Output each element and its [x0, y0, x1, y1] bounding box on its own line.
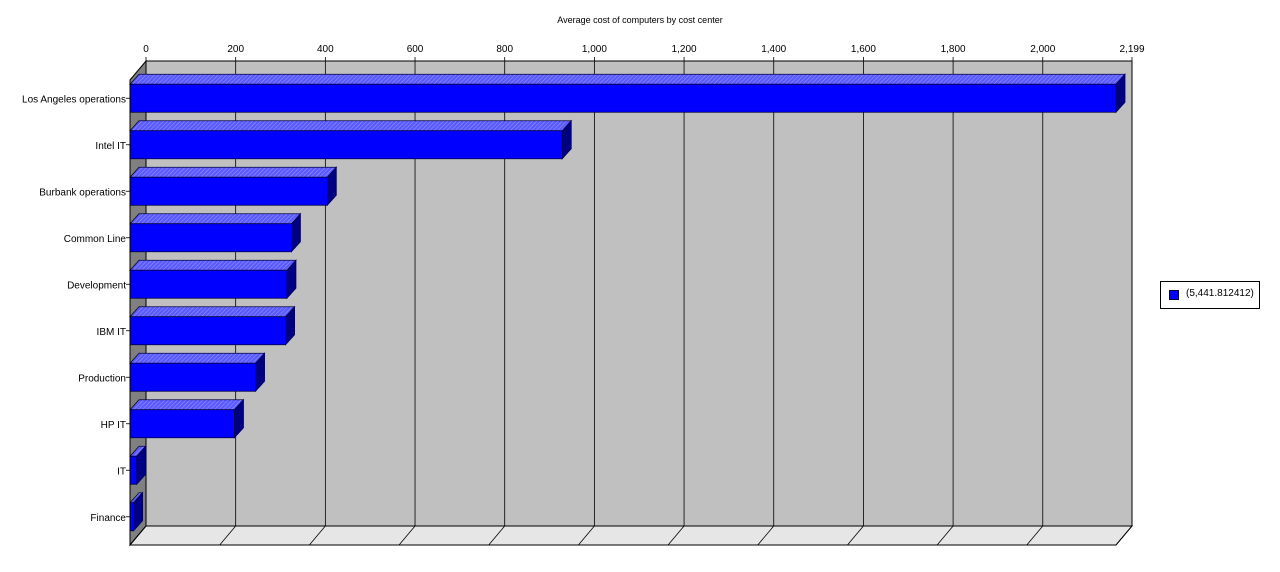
floor-gridline: [1115, 525, 1133, 546]
bar: [129, 83, 1117, 113]
x-tick-label: 1,000: [582, 44, 607, 55]
floor-gridline: [936, 525, 954, 546]
y-tick-label: HP IT: [101, 420, 126, 431]
x-tick-label: 1,800: [941, 44, 966, 55]
bar-top: [129, 399, 245, 411]
x-tick-label: 600: [407, 44, 424, 55]
floor-gridline: [1026, 525, 1044, 546]
y-tick-label: IBM IT: [97, 327, 126, 338]
chart-title: Average cost of computers by cost center: [557, 15, 723, 25]
legend-label: (5,441.812412): [1186, 288, 1254, 299]
bar-top: [129, 213, 302, 225]
bar: [129, 362, 256, 392]
y-tick-label: Los Angeles operations: [22, 94, 126, 105]
bar-top: [129, 306, 296, 318]
x-tick-label: 0: [143, 44, 149, 55]
floor-gridline: [398, 525, 416, 546]
floor-gridline: [309, 525, 326, 546]
x-tick-label: 400: [317, 44, 334, 55]
x-tick-label: 2,000: [1030, 44, 1055, 55]
bar: [129, 409, 235, 439]
bar: [129, 223, 292, 253]
y-tick-label: Intel IT: [95, 141, 126, 152]
y-tick-label: Production: [78, 373, 126, 384]
floor-gridline: [488, 525, 506, 546]
bar: [129, 130, 563, 160]
x-tick-label: 1,200: [672, 44, 697, 55]
y-tick-label: Common Line: [64, 234, 127, 245]
bar: [129, 269, 288, 299]
bar: [129, 455, 138, 485]
bar-top: [129, 166, 338, 178]
legend-swatch: [1169, 290, 1179, 300]
plot-floor: [128, 525, 1134, 546]
x-tick-label: 2,199: [1119, 44, 1144, 55]
floor-gridline: [578, 525, 595, 546]
floor-gridline: [129, 525, 147, 546]
floor-gridline: [847, 525, 864, 546]
y-tick-label: IT: [117, 466, 126, 477]
legend: (5,441.812412): [1160, 281, 1260, 309]
y-tick-label: Burbank operations: [39, 187, 126, 198]
bar-top: [129, 120, 573, 132]
x-tick-label: 800: [496, 44, 513, 55]
x-tick-label: 1,400: [761, 44, 786, 55]
y-tick-label: Finance: [90, 513, 126, 524]
bar: [129, 176, 328, 206]
x-tick-label: 1,600: [851, 44, 876, 55]
bar: [129, 502, 134, 532]
bar: [129, 316, 286, 346]
floor-gridline: [667, 525, 685, 546]
x-tick-label: 200: [227, 44, 244, 55]
y-tick-label: Development: [67, 280, 126, 291]
bar-top: [129, 352, 266, 364]
floor-gridline: [219, 525, 236, 546]
floor-gridline: [757, 525, 775, 546]
bar-top: [129, 73, 1126, 85]
bar-top: [129, 259, 297, 271]
